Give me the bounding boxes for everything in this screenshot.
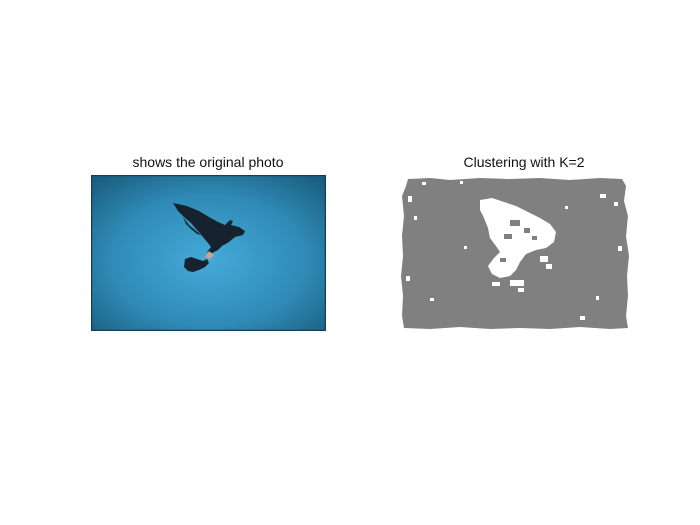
right-panel-title: Clustering with K=2 — [463, 154, 585, 170]
original-photo — [91, 175, 326, 331]
small-bird-silhouette — [184, 257, 209, 272]
eagle-silhouette — [173, 203, 245, 259]
gray-speckles — [500, 220, 537, 262]
left-panel-title: shows the original photo — [132, 154, 284, 170]
clustering-result — [400, 176, 630, 331]
white-cluster — [406, 181, 622, 320]
original-photo-image — [91, 175, 326, 331]
clustering-result-image — [401, 178, 629, 329]
